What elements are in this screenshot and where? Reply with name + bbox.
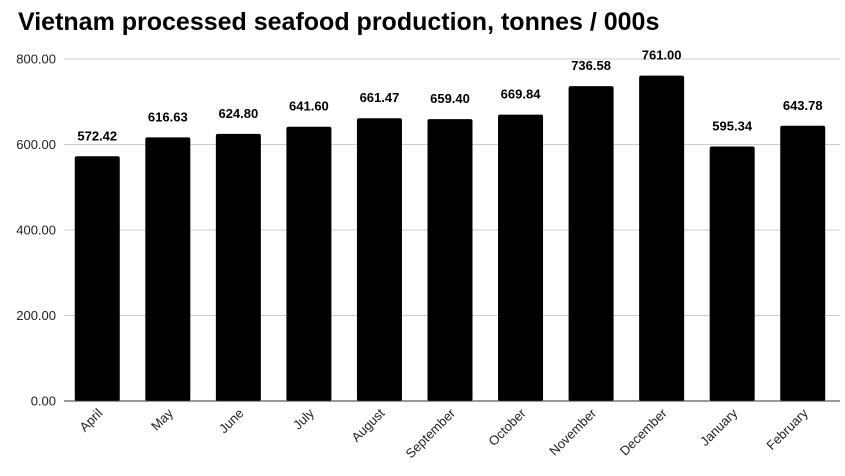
x-tick-label: December bbox=[617, 405, 670, 458]
data-label: 641.60 bbox=[289, 99, 329, 114]
bar bbox=[145, 137, 191, 401]
x-tick-label: November bbox=[546, 405, 599, 458]
bar bbox=[639, 75, 685, 402]
bar bbox=[709, 146, 755, 401]
x-tick-label: September bbox=[403, 405, 459, 461]
x-tick-label: January bbox=[697, 405, 741, 449]
x-tick-label: April bbox=[76, 405, 105, 434]
y-axis-tick-labels: 0.00 200.00 400.00 600.00 800.00 bbox=[16, 52, 56, 409]
bar bbox=[215, 133, 261, 401]
chart-title: Vietnam processed seafood production, to… bbox=[18, 8, 660, 36]
x-axis-tick-labels: April May June July August September October No… bbox=[76, 405, 811, 461]
bar bbox=[498, 114, 544, 401]
bar bbox=[568, 86, 614, 401]
data-label: 669.84 bbox=[501, 87, 542, 102]
y-tick-label: 600.00 bbox=[16, 137, 56, 152]
data-label: 659.40 bbox=[430, 91, 470, 106]
x-tick-label: October bbox=[485, 405, 529, 449]
x-tick-label: February bbox=[763, 405, 811, 453]
x-tick-label: May bbox=[148, 405, 176, 433]
data-label: 595.34 bbox=[712, 118, 753, 133]
bar bbox=[780, 125, 826, 401]
y-tick-label: 800.00 bbox=[16, 52, 56, 67]
x-tick-label: July bbox=[290, 405, 317, 432]
y-tick-label: 0.00 bbox=[31, 394, 56, 409]
x-tick-label: August bbox=[348, 405, 387, 444]
x-tick-label: June bbox=[216, 406, 247, 437]
bars bbox=[74, 75, 826, 402]
data-label: 736.58 bbox=[571, 58, 611, 73]
data-label: 572.42 bbox=[77, 128, 117, 143]
bar bbox=[356, 118, 402, 402]
y-tick-label: 400.00 bbox=[16, 223, 56, 238]
data-labels: 572.42 616.63 624.80 641.60 661.47 659.40 669.… bbox=[77, 48, 822, 144]
bar bbox=[74, 156, 120, 401]
data-label: 616.63 bbox=[148, 109, 188, 124]
data-label: 661.47 bbox=[360, 90, 400, 105]
data-label: 643.78 bbox=[783, 98, 823, 113]
data-label: 761.00 bbox=[642, 48, 682, 63]
data-label: 624.80 bbox=[218, 106, 258, 121]
y-tick-label: 200.00 bbox=[16, 308, 56, 323]
bar bbox=[286, 126, 332, 401]
bar bbox=[427, 119, 473, 401]
